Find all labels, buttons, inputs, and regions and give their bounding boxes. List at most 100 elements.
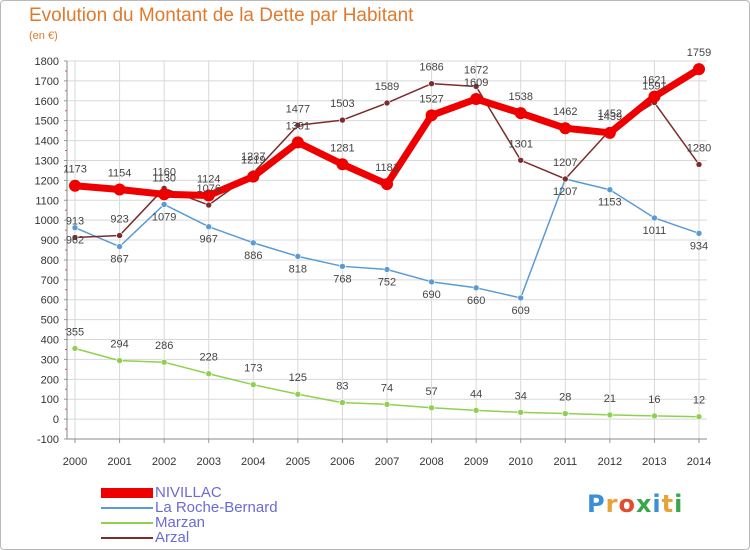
data-point [606,411,614,419]
y-tick-label: 100 [41,394,59,406]
legend-swatch [101,506,153,509]
data-label: 12 [693,395,705,407]
data-label: 16 [648,394,660,406]
data-label: 1130 [152,172,176,184]
y-tick-label: 1500 [35,116,59,128]
data-point [291,136,304,149]
data-point [294,253,302,260]
data-point [606,186,614,194]
data-label: 1477 [286,103,310,115]
x-tick-label: 2007 [375,456,399,468]
data-point [695,229,703,237]
data-label: 125 [289,372,307,384]
data-point [339,263,346,270]
data-point [249,381,257,388]
data-label: 294 [110,339,128,351]
y-tick-labels: -100 0 100 200 300 400 500 600 700 800 900 1000 1100… [35,56,59,446]
data-point [383,401,391,408]
data-label: 913 [66,215,84,227]
data-point [470,92,483,105]
y-tick-label: 1300 [35,155,59,167]
y-tick-label: 1800 [35,56,59,68]
y-tick-label: 300 [41,354,59,366]
data-point [71,224,79,232]
logo-letter: i [652,490,662,518]
data-label: 818 [289,263,307,275]
data-label: 1686 [419,62,443,74]
data-label: 1452 [598,108,622,120]
data-point [651,412,658,420]
y-tick-label: 600 [41,295,59,307]
y-tick-label: 0 [53,414,59,426]
data-label: 1173 [63,164,87,176]
data-label: 1219 [241,155,265,167]
x-tick-label: 2010 [508,456,532,468]
y-tick-label: 200 [41,374,59,386]
grid-lines [67,60,707,440]
y-tick-label: 500 [41,315,59,327]
data-label: 1759 [687,47,711,59]
data-point [693,63,705,76]
logo-letter: r [605,490,619,518]
y-tick-label: 1600 [35,96,59,108]
unit-label: (en €) [29,30,58,42]
data-point [381,178,393,191]
y-tick-label: 1400 [35,136,59,148]
data-point [428,404,435,412]
data-label: 1527 [419,93,443,105]
data-label: 1538 [508,91,532,103]
data-label: 1621 [642,75,666,87]
data-point [71,345,79,352]
legend-swatch [101,487,153,498]
data-label: 1301 [508,138,532,150]
data-point [514,107,527,120]
data-label: 28 [559,392,571,404]
data-point [205,370,213,378]
data-point [339,116,346,124]
y-tick-label: 1700 [35,76,59,88]
data-label: 923 [110,213,128,225]
legend-item: NIVILLAC [101,484,278,501]
data-point [428,80,435,87]
data-label: 83 [336,381,348,393]
data-point [472,284,480,292]
data-point [116,243,123,250]
logo-letter: t [661,490,675,518]
data-point [205,223,213,231]
data-label: 1160 [152,166,176,178]
y-tick-label: 800 [41,255,59,267]
data-point [249,239,257,247]
data-label: 1153 [598,197,622,209]
x-tick-label: 2013 [642,456,666,468]
data-point [247,170,260,183]
y-tick-label: 1200 [35,175,59,187]
y-tick-label: 1100 [35,195,59,207]
y-tick-label: 700 [41,275,59,287]
data-label: 1237 [241,151,265,163]
data-label: 1124 [197,173,221,185]
data-label: 609 [512,305,530,317]
x-tick-label: 2011 [553,456,577,468]
data-label: 1280 [687,142,711,154]
x-tick-label: 2004 [241,456,265,468]
legend-label: NIVILLAC [155,484,222,501]
data-point [651,214,658,222]
data-label: 44 [470,388,482,400]
data-label: 1672 [464,64,488,76]
x-tick-label: 2005 [286,456,310,468]
legend-swatch [101,536,153,539]
data-point [472,407,480,414]
data-label: 660 [467,295,485,307]
data-label: 1207 [553,157,577,169]
data-point [559,122,572,135]
data-label: 934 [690,240,708,252]
data-label: 355 [66,326,84,338]
data-point [695,161,703,168]
x-tick-label: 2014 [687,456,711,468]
data-point [116,232,123,239]
legend-item: La Roche-Bernard [101,499,278,516]
data-label: 21 [604,393,616,405]
data-point [205,201,213,209]
